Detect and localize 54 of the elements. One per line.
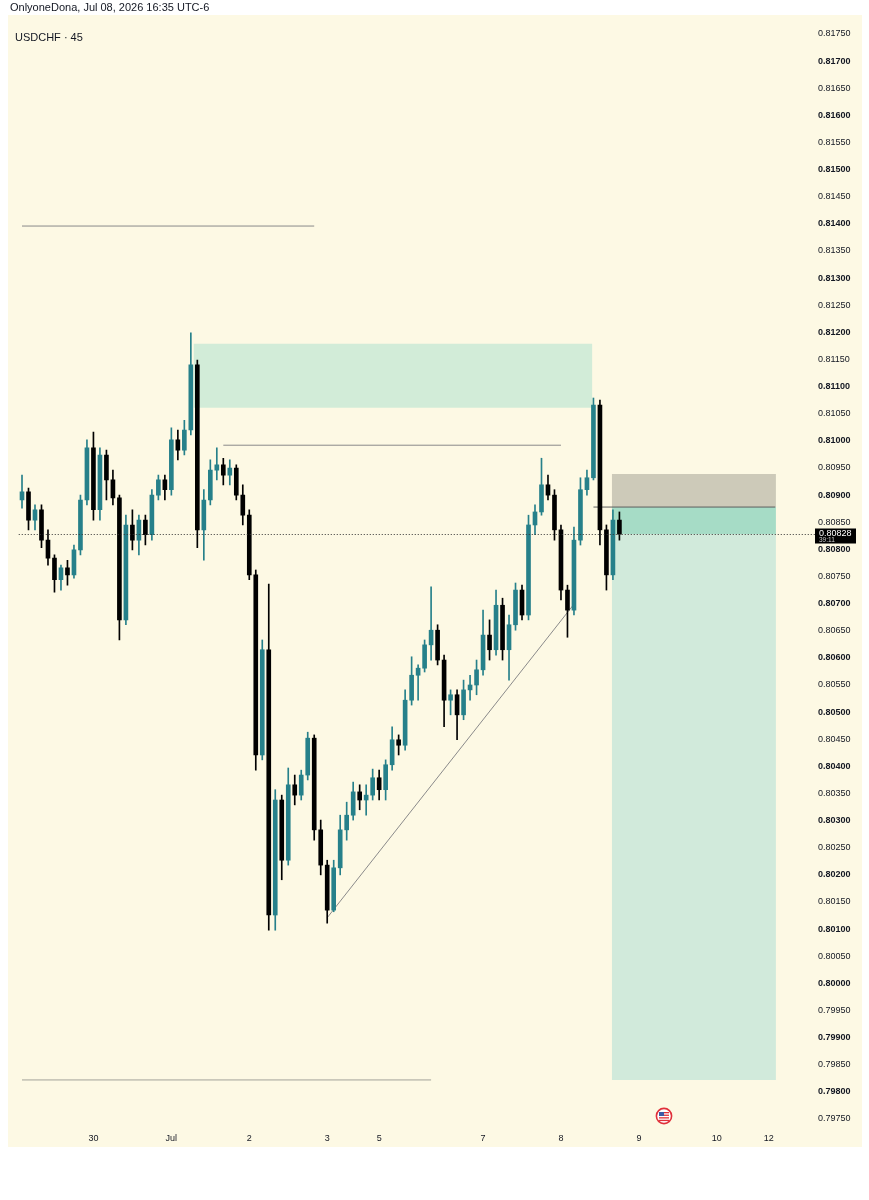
x-tick-label: Jul <box>165 1132 178 1143</box>
y-tick-label: 0.81400 <box>818 218 851 229</box>
y-tick-label: 0.79800 <box>818 1086 851 1097</box>
y-tick-label: 0.80250 <box>818 842 851 853</box>
y-tick-label: 0.81100 <box>818 381 851 392</box>
y-tick-label: 0.81600 <box>818 109 851 120</box>
x-tick-label: 3 <box>324 1132 330 1143</box>
y-tick-label: 0.80650 <box>818 625 851 636</box>
y-tick-label: 0.81650 <box>818 82 851 93</box>
y-tick-label: 0.81500 <box>818 164 851 175</box>
x-tick-label: 10 <box>711 1132 722 1143</box>
y-tick-label: 0.81300 <box>818 272 851 283</box>
x-tick-label: 2 <box>246 1132 252 1143</box>
y-tick-label: 0.81050 <box>818 408 851 419</box>
chart-title: USDCHF · 45 <box>15 31 83 43</box>
x-tick-label: 5 <box>376 1132 382 1143</box>
x-tick-label: 12 <box>763 1132 774 1143</box>
y-tick-label: 0.80900 <box>818 489 851 500</box>
x-tick-label: 30 <box>88 1132 99 1143</box>
y-tick-label: 0.81750 <box>818 28 851 39</box>
y-tick-label: 0.81550 <box>818 136 851 147</box>
y-tick-label: 0.81700 <box>818 55 851 66</box>
y-tick-label: 0.81150 <box>818 353 850 364</box>
y-tick-label: 0.81200 <box>818 326 851 337</box>
y-tick-label: 0.80550 <box>818 679 851 690</box>
y-tick-label: 0.80950 <box>818 462 851 473</box>
y-tick-label: 0.80350 <box>818 787 851 798</box>
y-tick-label: 0.80000 <box>818 977 851 988</box>
y-tick-label: 0.80100 <box>818 923 851 934</box>
y-tick-label: 0.80500 <box>818 706 851 717</box>
y-tick-label: 0.80200 <box>818 869 851 880</box>
y-tick-label: 0.79850 <box>818 1059 851 1070</box>
y-tick-label: 0.80850 <box>818 516 851 527</box>
y-tick-label: 0.80600 <box>818 652 851 663</box>
y-tick-label: 0.80750 <box>818 570 851 581</box>
y-tick-label: 0.80400 <box>818 760 851 771</box>
y-tick-label: 0.79950 <box>818 1004 851 1015</box>
y-tick-label: 0.81000 <box>818 435 851 446</box>
y-tick-label: 0.80050 <box>818 950 851 961</box>
y-tick-label: 0.81350 <box>818 245 851 256</box>
text: OnlyoneDona, Jul 08, 2026 16:35 UTC-6 <box>10 1 210 13</box>
y-tick-label: 0.79750 <box>818 1113 851 1124</box>
x-tick-label: 8 <box>558 1132 564 1143</box>
y-tick-label: 0.79900 <box>818 1032 851 1043</box>
y-tick-label: 0.80300 <box>818 815 851 826</box>
y-tick-label: 0.80700 <box>818 598 851 609</box>
y-tick-label: 0.80150 <box>818 896 851 907</box>
y-tick-label: 0.80800 <box>818 543 851 554</box>
ref-line-label: 0.80828 <box>819 528 852 539</box>
x-tick-label: 7 <box>480 1132 486 1143</box>
x-tick-label: 9 <box>636 1132 642 1143</box>
y-tick-label: 0.80450 <box>818 733 851 744</box>
y-tick-label: 0.81450 <box>818 191 851 202</box>
y-tick-label: 0.81250 <box>818 299 851 310</box>
